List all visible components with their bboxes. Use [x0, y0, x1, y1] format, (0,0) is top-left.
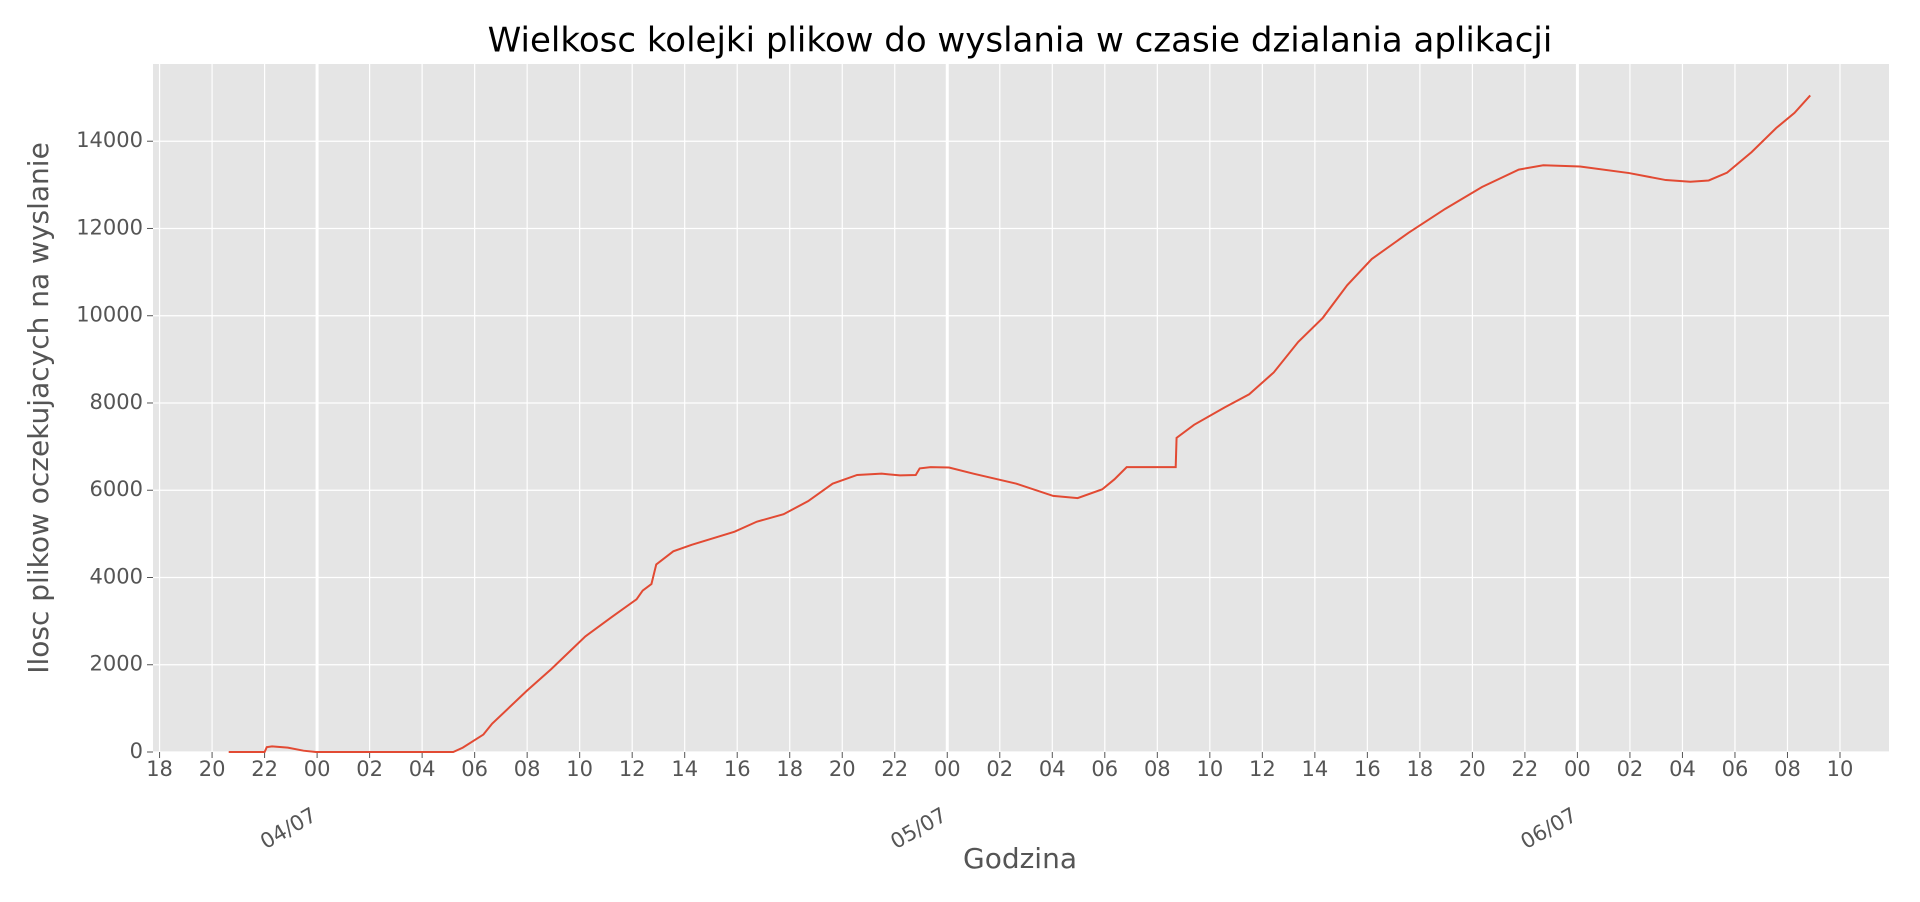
y-tick-label: 6000	[90, 477, 143, 501]
x-tick-label: 22	[251, 757, 278, 781]
x-tick-label: 00	[934, 757, 961, 781]
y-tick-label: 8000	[90, 390, 143, 414]
x-tick-label: 20	[1459, 757, 1486, 781]
x-tick-label: 04	[1669, 757, 1696, 781]
x-tick-label: 14	[671, 757, 698, 781]
x-tick-label: 10	[1827, 757, 1854, 781]
date-label: 04/07	[256, 803, 320, 854]
date-label: 06/07	[1516, 803, 1580, 854]
x-axis-label: Godzina	[963, 842, 1077, 875]
x-tick-label: 00	[304, 757, 331, 781]
x-tick-label: 10	[566, 757, 593, 781]
chart-title: Wielkosc kolejki plikow do wyslania w cz…	[488, 21, 1553, 61]
x-tick-label: 02	[356, 757, 383, 781]
date-label: 05/07	[886, 803, 950, 854]
y-tick-label: 14000	[76, 128, 143, 152]
x-tick-label: 18	[776, 757, 803, 781]
x-tick-label: 14	[1301, 757, 1328, 781]
x-tick-label: 06	[1722, 757, 1749, 781]
x-tick-label: 22	[881, 757, 908, 781]
x-tick-label: 10	[1196, 757, 1223, 781]
x-tick-label: 00	[1564, 757, 1591, 781]
x-tick-label: 06	[461, 757, 488, 781]
x-tick-label: 08	[1144, 757, 1171, 781]
x-tick-label: 08	[514, 757, 541, 781]
y-tick-label: 2000	[90, 652, 143, 676]
y-tick-label: 10000	[76, 303, 143, 327]
x-tick-label: 04	[409, 757, 436, 781]
x-tick-label: 02	[986, 757, 1013, 781]
plot-area	[153, 64, 1889, 752]
x-tick-label: 16	[1354, 757, 1381, 781]
x-tick-label: 18	[146, 757, 173, 781]
x-tick-label: 16	[724, 757, 751, 781]
x-tick-label: 22	[1512, 757, 1539, 781]
x-tick-label: 02	[1617, 757, 1644, 781]
x-tick-label: 12	[619, 757, 646, 781]
y-tick-label: 12000	[76, 215, 143, 239]
y-tick-label: 4000	[90, 564, 143, 588]
x-tick-label: 20	[199, 757, 226, 781]
x-tick-label: 08	[1774, 757, 1801, 781]
y-tick-label: 0	[130, 739, 143, 763]
y-axis-label: Ilosc plikow oczekujacych na wyslanie	[22, 142, 55, 674]
x-tick-label: 20	[829, 757, 856, 781]
x-tick-label: 04	[1039, 757, 1066, 781]
x-tick-label: 12	[1249, 757, 1276, 781]
x-tick-label: 06	[1091, 757, 1118, 781]
x-tick-label: 18	[1407, 757, 1434, 781]
data-line	[228, 94, 1811, 753]
grid	[153, 64, 1889, 753]
